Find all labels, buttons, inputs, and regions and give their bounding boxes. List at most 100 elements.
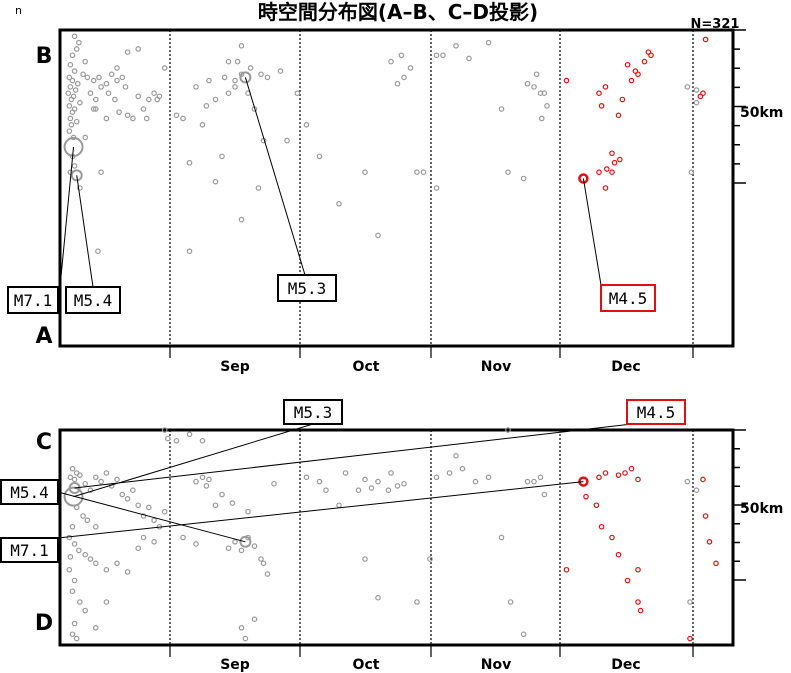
event-major-1-3 — [578, 173, 589, 184]
event-old-1-89 — [284, 137, 290, 144]
event-old-2-76 — [303, 474, 310, 481]
event-old-2-57 — [212, 502, 219, 509]
event-old-1-88 — [277, 68, 284, 74]
event-old-1-90 — [294, 90, 301, 97]
event-old-1-92 — [316, 153, 323, 160]
callout-box-2-0 — [283, 399, 343, 425]
event-old-2-5 — [82, 480, 89, 487]
event-old-2-14 — [130, 487, 136, 494]
event-old-1-49 — [161, 65, 168, 71]
callout-box-1-0 — [7, 286, 59, 314]
event-recent-1-22 — [700, 90, 706, 97]
event-old-2-68 — [229, 500, 236, 506]
event-old-2-105 — [537, 474, 544, 481]
event-old-1-63 — [180, 115, 186, 122]
event-old-1-93 — [336, 201, 342, 207]
event-old-2-66 — [264, 571, 271, 577]
event-old-1-108 — [485, 39, 492, 46]
event-old-2-32 — [93, 560, 99, 567]
event-old-1-99 — [407, 65, 414, 71]
event-old-2-45 — [103, 599, 110, 605]
event-old-1-74 — [264, 74, 271, 81]
event-old-1-111 — [433, 185, 440, 191]
event-old-1-62 — [173, 112, 180, 119]
event-old-2-75 — [193, 541, 199, 547]
event-old-2-12 — [119, 491, 126, 498]
callout-leader-2-0 — [73, 423, 314, 498]
event-old-1-87 — [238, 216, 245, 223]
event-old-1-66 — [203, 103, 210, 109]
event-old-2-31 — [87, 556, 94, 562]
event-old-2-101 — [507, 599, 514, 605]
event-old-2-73 — [186, 431, 193, 438]
event-old-1-85 — [225, 58, 232, 65]
event-recent-1-7 — [615, 112, 622, 119]
event-recent-1-13 — [603, 166, 610, 172]
event-old-2-61 — [238, 547, 245, 554]
event-old-2-79 — [342, 470, 349, 476]
event-old-2-23 — [84, 517, 91, 524]
event-old-2-81 — [362, 476, 368, 483]
event-old-2-83 — [375, 478, 381, 485]
event-old-1-43 — [130, 115, 136, 122]
event-old-1-110 — [505, 169, 511, 176]
event-old-1-15 — [68, 96, 75, 103]
event-old-1-31 — [98, 84, 104, 90]
panel-cd-frame — [58, 428, 735, 647]
event-recent-2-16 — [700, 476, 706, 483]
callout-label-2-0: M5.3 — [294, 403, 333, 422]
callout-leader-2-1 — [74, 423, 633, 489]
event-old-1-35 — [119, 74, 126, 81]
event-old-1-116 — [544, 103, 550, 109]
event-recent-2-0 — [563, 566, 570, 573]
event-old-2-88 — [336, 502, 342, 509]
event-recent-2-7 — [583, 493, 589, 500]
event-old-2-51 — [173, 437, 180, 444]
event-major-1-2 — [239, 71, 252, 84]
callout-leader-1-2 — [244, 77, 306, 276]
event-old-2-49 — [161, 427, 168, 433]
event-old-2-95 — [472, 478, 479, 485]
event-old-1-106 — [453, 42, 459, 49]
event-old-2-70 — [238, 624, 245, 631]
event-recent-2-12 — [635, 566, 641, 573]
event-old-1-20 — [67, 115, 74, 122]
event-major-2-2 — [239, 535, 252, 548]
event-old-2-55 — [203, 483, 210, 489]
event-old-1-21 — [73, 118, 80, 125]
event-old-2-0 — [69, 465, 76, 472]
event-old-1-121 — [693, 87, 700, 93]
callout-box-2-2 — [0, 479, 59, 505]
callout-box-1-2 — [277, 274, 337, 302]
event-old-2-93 — [446, 470, 453, 476]
callout-box-1-1 — [65, 286, 121, 314]
event-old-2-46 — [135, 545, 142, 552]
event-old-1-101 — [414, 169, 420, 176]
event-old-1-112 — [524, 80, 531, 87]
event-old-1-28 — [84, 74, 91, 81]
event-old-2-106 — [541, 491, 548, 498]
event-recent-1-2 — [628, 77, 635, 84]
event-old-2-11 — [114, 476, 120, 483]
event-old-2-47 — [140, 534, 147, 541]
event-old-2-35 — [124, 569, 131, 575]
event-old-2-103 — [524, 478, 531, 485]
event-old-1-84 — [219, 153, 225, 160]
callout-leader-2-2 — [57, 491, 246, 543]
scale-label-1: 50km — [740, 105, 783, 121]
event-old-2-87 — [401, 480, 407, 487]
event-old-1-41 — [116, 109, 122, 115]
event-old-2-7 — [93, 474, 99, 481]
event-old-1-0 — [71, 33, 78, 40]
event-recent-1-11 — [611, 159, 618, 166]
event-old-1-12 — [72, 87, 79, 93]
event-old-2-58 — [219, 491, 225, 498]
event-old-2-90 — [375, 594, 381, 601]
label-b: B — [36, 44, 53, 69]
event-old-1-109 — [498, 106, 505, 112]
event-old-2-96 — [485, 474, 492, 481]
event-old-2-80 — [355, 487, 362, 494]
event-old-1-55 — [82, 134, 89, 141]
event-old-2-99 — [453, 452, 459, 459]
event-old-1-117 — [541, 90, 548, 97]
